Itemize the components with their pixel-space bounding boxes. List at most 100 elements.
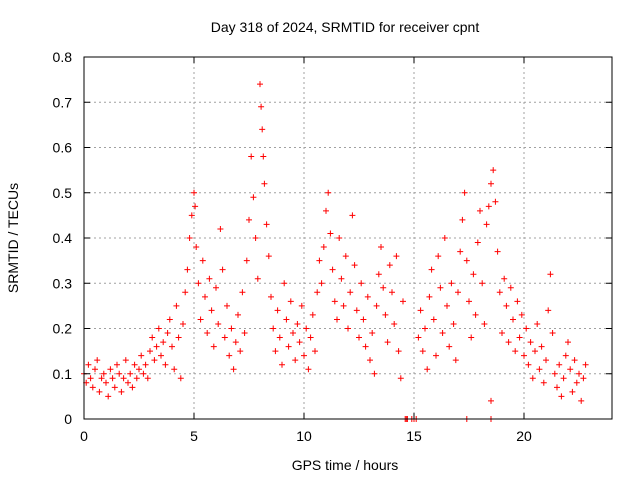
data-point xyxy=(417,307,424,314)
data-point xyxy=(527,339,534,346)
data-point xyxy=(318,280,325,287)
data-point xyxy=(428,266,435,273)
chart-title: Day 318 of 2024, SRMTID for receiver cpn… xyxy=(211,19,480,35)
data-point xyxy=(272,348,279,355)
data-point xyxy=(485,203,492,210)
data-point xyxy=(177,375,184,382)
data-point xyxy=(435,253,442,260)
data-point xyxy=(334,316,340,323)
data-point xyxy=(316,257,323,264)
y-tick-label: 0.2 xyxy=(53,321,73,337)
data-point xyxy=(164,330,171,337)
data-point xyxy=(565,339,571,346)
data-point xyxy=(536,366,543,373)
data-point xyxy=(186,235,193,241)
data-point xyxy=(188,212,195,219)
data-point xyxy=(351,262,358,269)
data-point xyxy=(466,298,472,305)
data-point xyxy=(488,180,494,187)
data-point xyxy=(329,266,336,273)
data-point xyxy=(483,221,490,228)
data-point xyxy=(250,194,257,201)
data-point xyxy=(320,244,327,251)
data-point xyxy=(144,375,151,382)
data-point xyxy=(549,330,556,337)
data-point xyxy=(358,280,365,287)
data-point xyxy=(298,302,305,309)
data-point xyxy=(257,81,263,88)
data-point xyxy=(301,352,307,359)
data-point xyxy=(514,298,521,305)
data-point xyxy=(261,180,268,187)
data-point xyxy=(215,320,222,327)
data-point xyxy=(226,352,233,359)
data-point xyxy=(325,189,332,196)
data-point xyxy=(503,302,510,309)
data-point xyxy=(142,361,149,368)
data-point xyxy=(393,253,400,260)
data-point xyxy=(437,284,444,291)
data-point xyxy=(367,357,373,364)
data-point xyxy=(384,339,391,346)
data-point xyxy=(521,352,527,359)
data-point xyxy=(195,280,202,287)
data-point xyxy=(490,167,497,174)
y-tick-label: 0.8 xyxy=(53,49,73,65)
data-point xyxy=(347,289,354,296)
data-point xyxy=(116,370,123,377)
data-point xyxy=(230,366,237,373)
data-point xyxy=(501,275,508,282)
data-point xyxy=(492,198,499,205)
data-point xyxy=(136,366,142,373)
data-point xyxy=(100,370,107,377)
data-point xyxy=(424,366,431,373)
y-tick-label: 0.3 xyxy=(53,275,73,291)
axis-ticks xyxy=(83,56,612,420)
data-point xyxy=(171,366,178,373)
data-point xyxy=(510,316,516,323)
data-point xyxy=(169,343,175,350)
data-point xyxy=(292,357,299,364)
data-point xyxy=(235,311,241,318)
data-point xyxy=(118,388,125,395)
data-point xyxy=(173,302,180,309)
x-tick-label: 10 xyxy=(296,428,312,444)
data-point xyxy=(197,316,204,323)
data-point xyxy=(444,302,450,309)
data-point xyxy=(422,325,428,332)
data-point xyxy=(364,293,371,300)
data-point xyxy=(96,388,103,395)
data-point xyxy=(545,307,552,314)
data-point xyxy=(538,343,545,350)
data-point xyxy=(369,330,376,337)
data-point xyxy=(87,375,94,382)
data-point xyxy=(279,361,285,368)
data-point xyxy=(314,289,321,296)
data-point xyxy=(287,298,294,305)
x-axis-label: GPS time / hours xyxy=(292,457,399,473)
data-point xyxy=(224,302,230,309)
data-point xyxy=(474,239,481,246)
data-point xyxy=(276,334,283,341)
data-point xyxy=(463,257,470,264)
data-point xyxy=(562,352,569,359)
data-point xyxy=(254,275,261,282)
data-point xyxy=(338,275,345,282)
data-point xyxy=(89,384,96,391)
y-tick-label: 0.5 xyxy=(53,185,73,201)
data-point xyxy=(582,361,589,368)
data-point xyxy=(285,343,292,350)
data-point xyxy=(213,284,219,291)
x-tick-label: 20 xyxy=(516,428,532,444)
data-point xyxy=(217,225,224,232)
data-point xyxy=(450,320,457,327)
data-point xyxy=(389,289,395,296)
data-point xyxy=(455,289,461,296)
data-point xyxy=(237,348,244,355)
data-point xyxy=(386,262,393,269)
data-point xyxy=(547,271,554,278)
data-point xyxy=(232,339,239,346)
data-point xyxy=(94,357,101,364)
data-point xyxy=(459,216,466,223)
